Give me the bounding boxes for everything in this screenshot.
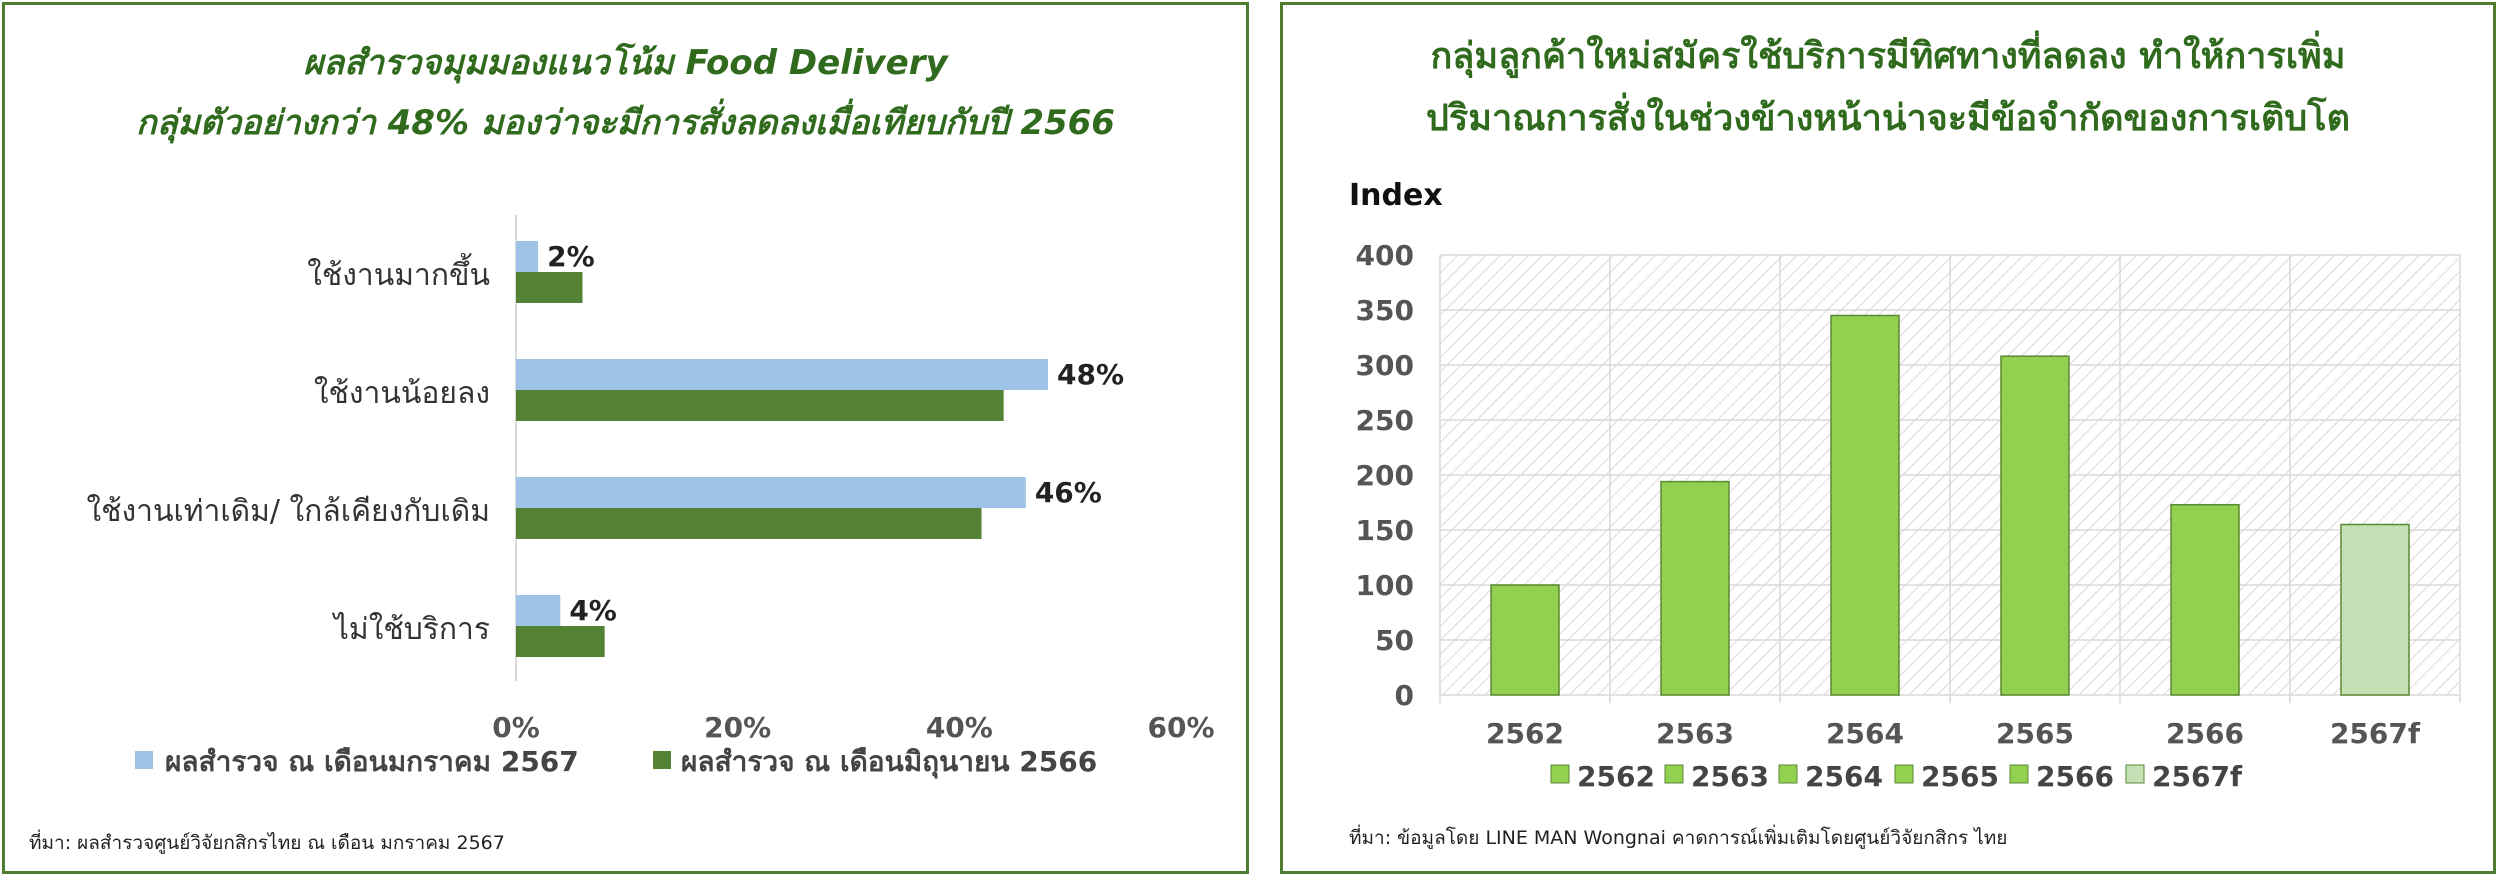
left-legend-swatch-jun2566 [653, 751, 671, 769]
left-bar-jan2567 [516, 359, 1048, 390]
right-y-tick-label: 0 [1395, 679, 1414, 712]
left-category-label: ใช้งานมากขึ้น [307, 253, 490, 293]
left-category-label: ไม่ใช้บริการ [332, 611, 490, 647]
right-x-tick-label: 2562 [1486, 717, 1564, 750]
right-legend-swatch [1550, 764, 1570, 784]
left-data-label: 46% [1035, 476, 1102, 509]
left-bar-jan2567 [516, 595, 561, 626]
right-y-tick-label: 350 [1356, 294, 1414, 327]
right-legend-label: 2567f [2152, 760, 2243, 793]
right-bar-2562 [1490, 584, 1560, 696]
left-source-note: ที่มา: ผลสำรวจศูนย์วิจัยกสิกรไทย ณ เดือน… [29, 832, 505, 854]
right-y-tick-label: 150 [1356, 514, 1414, 547]
left-x-tick-label: 40% [926, 711, 993, 744]
right-legend-swatch [1778, 764, 1798, 784]
left-legend-swatch-jan2567 [135, 751, 153, 769]
right-x-tick-label: 2565 [1996, 717, 2074, 750]
right-y-tick-label: 400 [1356, 239, 1414, 272]
right-x-tick-label: 2567f [2330, 717, 2421, 750]
right-legend-label: 2564 [1805, 760, 1883, 793]
right-legend-swatch [1664, 764, 1684, 784]
right-y-tick-label: 100 [1356, 569, 1414, 602]
right-source-note: ที่มา: ข้อมูลโดย LINE MAN Wongnai คาดการ… [1349, 827, 2008, 849]
left-title-line2: กลุ่มตัวอย่างกว่า 48% มองว่าจะมีการสั่งล… [136, 103, 1115, 143]
right-legend-swatch [2125, 764, 2145, 784]
right-bar-2565 [2000, 355, 2070, 696]
left-bar-jun2566 [516, 626, 605, 657]
left-chart-panel: ผลสำรวจมุมมองแนวโน้ม Food Delivery กลุ่ม… [2, 2, 1249, 874]
right-bar-2567f [2340, 523, 2410, 696]
right-legend-label: 2562 [1577, 760, 1655, 793]
left-category-label: ใช้งานเท่าเดิม/ ใกล้เคียงกับเดิม [86, 494, 490, 529]
left-data-label: 4% [569, 594, 617, 627]
left-legend-label-jan2567: ผลสำรวจ ณ เดือนมกราคม 2567 [165, 745, 579, 778]
right-y-tick-label: 50 [1375, 624, 1414, 657]
right-bar-2563 [1660, 480, 1730, 696]
right-y-tick-label: 300 [1356, 349, 1414, 382]
right-bar-2566 [2170, 503, 2240, 696]
right-legend-swatch [1894, 764, 1914, 784]
left-data-label: 2% [547, 240, 595, 273]
right-legend-label: 2566 [2036, 760, 2114, 793]
left-legend-label-jun2566: ผลสำรวจ ณ เดือนมิถุนายน 2566 [681, 745, 1097, 779]
left-category-label: ใช้งานน้อยลง [314, 376, 490, 411]
right-title-line1: กลุ่มลูกค้าใหม่สมัครใช้บริการมีทิศทางที่… [1430, 36, 2346, 77]
left-data-label: 48% [1057, 358, 1124, 391]
left-bar-jan2567 [516, 477, 1026, 508]
left-bar-jan2567 [516, 241, 539, 272]
left-bar-jun2566 [516, 508, 982, 539]
right-legend-label: 2565 [1921, 760, 1999, 793]
right-legend-swatch [2009, 764, 2029, 784]
left-x-tick-label: 0% [492, 711, 540, 744]
right-y-tick-label: 200 [1356, 459, 1414, 492]
left-bar-jun2566 [516, 272, 583, 303]
right-chart-panel: กลุ่มลูกค้าใหม่สมัครใช้บริการมีทิศทางที่… [1280, 2, 2496, 874]
left-x-tick-label: 60% [1147, 711, 1214, 744]
left-x-tick-label: 20% [704, 711, 771, 744]
left-bar-chart: ใช้งานมากขึ้น 2% ใช้งานน้อยลง 48% ใช้งานเท่า… [86, 215, 1215, 779]
right-y-axis-title: Index [1349, 178, 1443, 213]
right-title-line2: ปริมาณการสั่งในช่วงข้างหน้าน่าจะมีข้อจำก… [1426, 98, 2350, 139]
left-title-line1: ผลสำรวจมุมมองแนวโน้ม Food Delivery [303, 43, 948, 83]
right-y-tick-label: 250 [1356, 404, 1414, 437]
right-x-tick-label: 2563 [1656, 717, 1734, 750]
right-x-tick-label: 2564 [1826, 717, 1904, 750]
right-x-tick-label: 2566 [2166, 717, 2244, 750]
right-bar-2564 [1830, 314, 1900, 696]
left-bar-jun2566 [516, 390, 1004, 421]
right-legend-label: 2563 [1691, 760, 1769, 793]
